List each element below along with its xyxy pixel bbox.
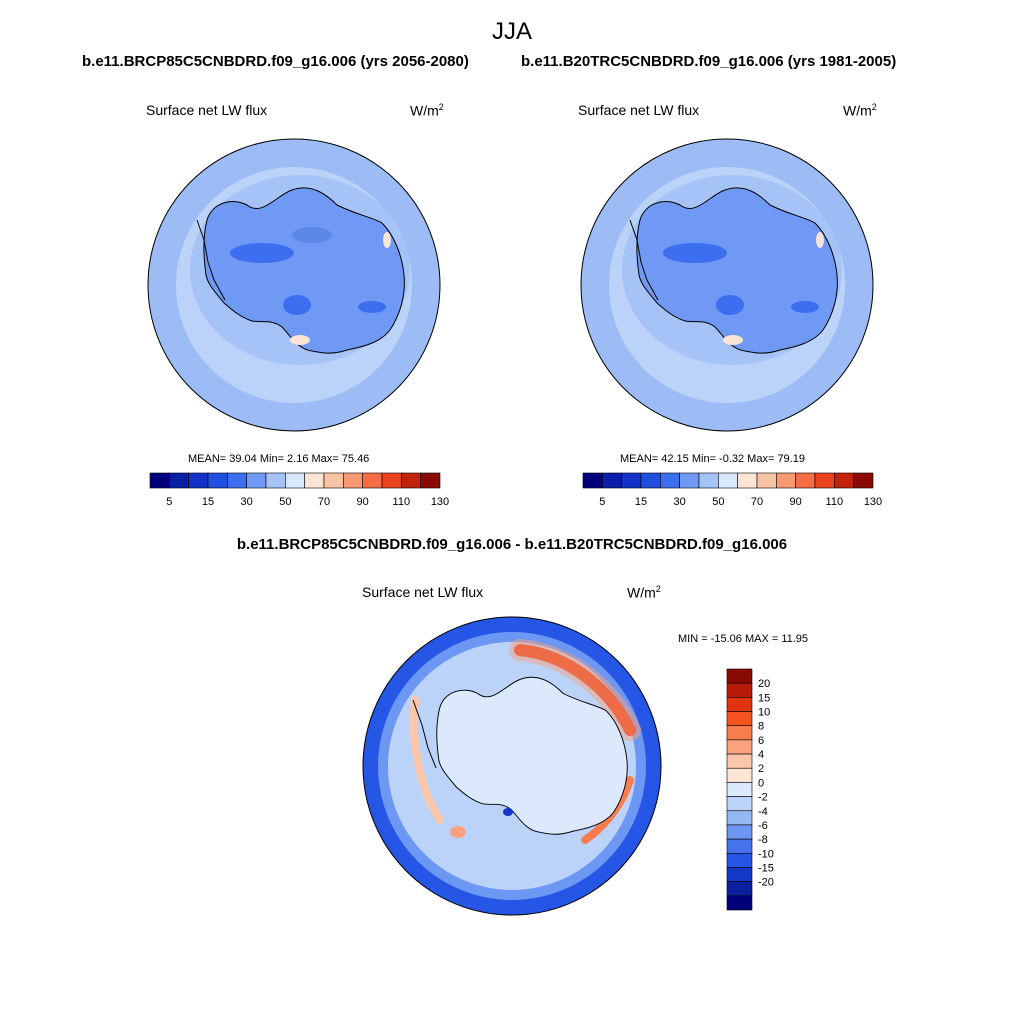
panel2-colorbar: 5 15 30 50 70 90 110 130 xyxy=(582,472,882,508)
colorbar-swatch xyxy=(726,881,753,897)
colorbar-swatch xyxy=(381,472,402,489)
panel2-stats: MEAN= 42.15 Min= -0.32 Max= 79.19 xyxy=(620,453,805,465)
colorbar-swatch xyxy=(323,472,344,489)
colorbar-swatch xyxy=(795,472,816,489)
colorbar-tick-label: -15 xyxy=(758,862,774,874)
colorbar-swatch xyxy=(726,782,753,797)
colorbar-tick-label: 10 xyxy=(758,707,770,719)
colorbar-tick-label: 5 xyxy=(599,496,605,508)
panel1-map xyxy=(148,139,440,431)
colorbar-swatch xyxy=(726,852,753,868)
panel1-case-title: b.e11.BRCP85C5CNBDRD.f09_g16.006 (yrs 20… xyxy=(82,53,469,70)
colorbar-tick-label: 15 xyxy=(202,496,214,508)
colorbar-swatch xyxy=(726,796,753,812)
colorbar-tick-label: 70 xyxy=(751,496,763,508)
panel2-variable: Surface net LW flux xyxy=(578,102,700,118)
colorbar-swatch xyxy=(756,472,777,489)
colorbar-tick-label: 50 xyxy=(712,496,724,508)
colorbar-swatch xyxy=(582,472,603,489)
colorbar-tick-label: 15 xyxy=(635,496,647,508)
colorbar-swatch xyxy=(207,472,228,489)
colorbar-swatch xyxy=(737,472,758,489)
colorbar-swatch xyxy=(169,472,189,489)
colorbar-swatch xyxy=(776,472,796,489)
panel2-units: W/m2 xyxy=(843,102,877,119)
colorbar-tick-label: 50 xyxy=(279,496,291,508)
colorbar-swatch xyxy=(726,824,753,840)
colorbar-swatch xyxy=(726,711,753,727)
panel2-case-title: b.e11.B20TRC5CNBDRD.f09_g16.006 (yrs 198… xyxy=(521,53,897,70)
colorbar-swatch xyxy=(834,472,854,489)
colorbar-swatch xyxy=(726,682,753,698)
colorbar-tick-label: 20 xyxy=(758,678,770,690)
colorbar-tick-label: -10 xyxy=(758,848,774,860)
colorbar-swatch xyxy=(343,472,363,489)
colorbar-tick-label: 110 xyxy=(393,496,411,508)
colorbar-swatch xyxy=(602,472,622,489)
colorbar-tick-label: 110 xyxy=(826,496,844,508)
colorbar-tick-label: 30 xyxy=(241,496,253,508)
colorbar-tick-label: 130 xyxy=(431,496,449,508)
panel2-map xyxy=(581,139,873,431)
colorbar-swatch xyxy=(401,472,421,489)
colorbar-swatch xyxy=(246,472,267,489)
colorbar-tick-label: 6 xyxy=(758,735,764,747)
colorbar-swatch xyxy=(227,472,247,489)
panel1-units: W/m2 xyxy=(410,102,444,119)
difference-case-title: b.e11.BRCP85C5CNBDRD.f09_g16.006 - b.e11… xyxy=(236,536,788,553)
colorbar-tick-label: -6 xyxy=(758,820,768,832)
colorbar-tick-label: 15 xyxy=(758,692,770,704)
colorbar-swatch xyxy=(265,472,286,489)
colorbar-tick-label: 130 xyxy=(864,496,882,508)
colorbar-tick-label: 5 xyxy=(166,496,172,508)
colorbar-tick-label: -2 xyxy=(758,792,768,804)
colorbar-swatch xyxy=(726,725,753,741)
panel1-stats: MEAN= 39.04 Min= 2.16 Max= 75.46 xyxy=(188,453,370,465)
colorbar-tick-label: 2 xyxy=(758,763,764,775)
colorbar-swatch xyxy=(726,739,753,755)
colorbar-tick-label: 8 xyxy=(758,721,764,733)
colorbar-swatch xyxy=(814,472,835,489)
colorbar-tick-label: 4 xyxy=(758,749,764,761)
colorbar-swatch xyxy=(726,767,753,783)
difference-stats: MIN = -15.06 MAX = 11.95 xyxy=(678,633,809,645)
colorbar-tick-label: 90 xyxy=(357,496,369,508)
colorbar-swatch xyxy=(362,472,383,489)
colorbar-swatch xyxy=(188,472,209,489)
colorbar-swatch xyxy=(621,472,642,489)
difference-variable: Surface net LW flux xyxy=(362,584,484,600)
colorbar-swatch xyxy=(726,668,753,684)
colorbar-swatch xyxy=(698,472,719,489)
colorbar-swatch xyxy=(726,895,753,911)
colorbar-swatch xyxy=(726,838,753,854)
colorbar-swatch xyxy=(726,753,753,769)
colorbar-swatch xyxy=(853,472,874,489)
figure-title: JJA xyxy=(491,18,532,45)
colorbar-tick-label: -8 xyxy=(758,834,768,846)
difference-units: W/m2 xyxy=(627,584,661,601)
colorbar-tick-label: -20 xyxy=(758,877,774,889)
colorbar-tick-label: 70 xyxy=(318,496,330,508)
colorbar-swatch xyxy=(726,867,753,882)
colorbar-swatch xyxy=(726,810,753,826)
colorbar-swatch xyxy=(285,472,305,489)
colorbar-swatch xyxy=(420,472,441,489)
colorbar-swatch xyxy=(726,697,753,712)
colorbar-swatch xyxy=(640,472,661,489)
colorbar-swatch xyxy=(149,472,170,489)
colorbar-swatch xyxy=(304,472,325,489)
colorbar-tick-label: -4 xyxy=(758,806,768,818)
colorbar-swatch xyxy=(679,472,700,489)
panel1-variable: Surface net LW flux xyxy=(146,102,268,118)
colorbar-swatch xyxy=(718,472,738,489)
difference-map xyxy=(363,617,661,915)
panel1-colorbar: 5 15 30 50 70 90 110 130 xyxy=(149,472,449,508)
colorbar-tick-label: 30 xyxy=(674,496,686,508)
colorbar-swatch xyxy=(660,472,680,489)
colorbar-tick-label: 0 xyxy=(758,777,764,789)
colorbar-tick-label: 90 xyxy=(790,496,802,508)
